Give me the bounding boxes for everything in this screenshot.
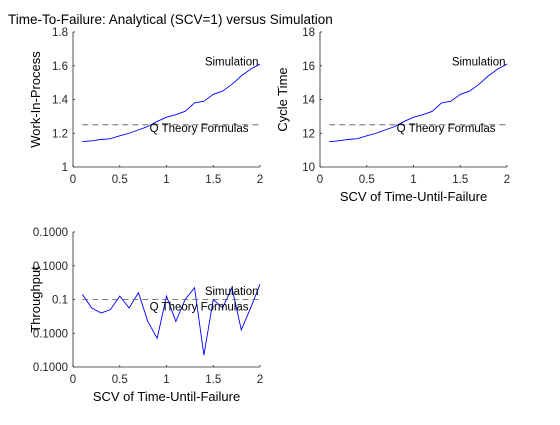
simulation-line (329, 63, 508, 143)
x-tick-label: 0.5 (359, 174, 375, 186)
x-tick-label: 0.5 (112, 374, 128, 386)
y-tick-label: 1.2 (52, 128, 68, 140)
y-tick-label: 0.1000 (33, 227, 68, 239)
subplot-3: 0 0.5 1 1.5 20.10000.10000.10.10000.1000Thro… (28, 227, 263, 404)
y-tick-label: 0.1000 (33, 261, 68, 273)
x-axis-label: SCV of Time-Until-Failure (340, 189, 487, 204)
x-tick-label: 0 (70, 174, 76, 186)
simulation-annotation: Simulation (205, 286, 259, 298)
x-tick-label: 1.5 (205, 374, 221, 386)
subplots: 0 0.5 1 1.5 2 1 1.2 1.4 1.6 1.8 Work-In-Process Sim… (28, 27, 510, 404)
y-tick-label: 1.8 (52, 27, 68, 39)
x-tick-label: 1.5 (205, 174, 221, 186)
y-tick-label: 16 (302, 61, 315, 73)
theory-annotation: Q Theory Formulas (150, 301, 249, 313)
subplot-2: 0 0.5 1 1.5 2 10 12 14 16 18 Cycle Time SCV of Time… (275, 27, 510, 204)
y-axis-label: Cycle Time (275, 67, 290, 131)
x-tick-label: 0.5 (112, 174, 128, 186)
x-tick-label: 0 (317, 174, 323, 186)
x-tick-label: 2 (257, 374, 263, 386)
subplot-1: 0 0.5 1 1.5 2 1 1.2 1.4 1.6 1.8 Work-In-Process Sim… (28, 27, 263, 186)
y-tick-label: 14 (302, 95, 315, 107)
x-tick-label: 1 (410, 174, 416, 186)
y-tick-label: 1 (62, 162, 68, 174)
x-tick-label: 1.5 (452, 174, 468, 186)
simulation-line (81, 284, 261, 356)
y-tick-label: 0.1 (52, 295, 68, 307)
x-tick-label: 1 (163, 374, 169, 386)
y-axis-label: Throughput (28, 266, 43, 333)
simulation-annotation: Simulation (205, 57, 259, 69)
simulation-line (82, 63, 261, 143)
y-tick-label: 10 (302, 162, 315, 174)
y-tick-label: 18 (302, 27, 315, 39)
y-tick-label: 0.1000 (33, 328, 68, 340)
y-tick-label: 1.4 (52, 95, 69, 107)
x-axis-label: SCV of Time-Until-Failure (93, 389, 240, 404)
y-tick-label: 1.6 (52, 61, 68, 73)
y-tick-label: 0.1000 (33, 362, 68, 374)
x-tick-label: 0 (70, 374, 76, 386)
y-axis-label: Work-In-Process (28, 51, 43, 148)
y-tick-label: 12 (302, 128, 315, 140)
simulation-annotation: Simulation (452, 57, 506, 69)
x-tick-label: 2 (504, 174, 510, 186)
theory-annotation: Q Theory Formulas (150, 123, 249, 135)
x-tick-label: 1 (163, 174, 169, 186)
theory-annotation: Q Theory Formulas (397, 123, 496, 135)
figure-title: Time-To-Failure: Analytical (SCV=1) vers… (8, 12, 333, 27)
x-tick-label: 2 (257, 174, 263, 186)
